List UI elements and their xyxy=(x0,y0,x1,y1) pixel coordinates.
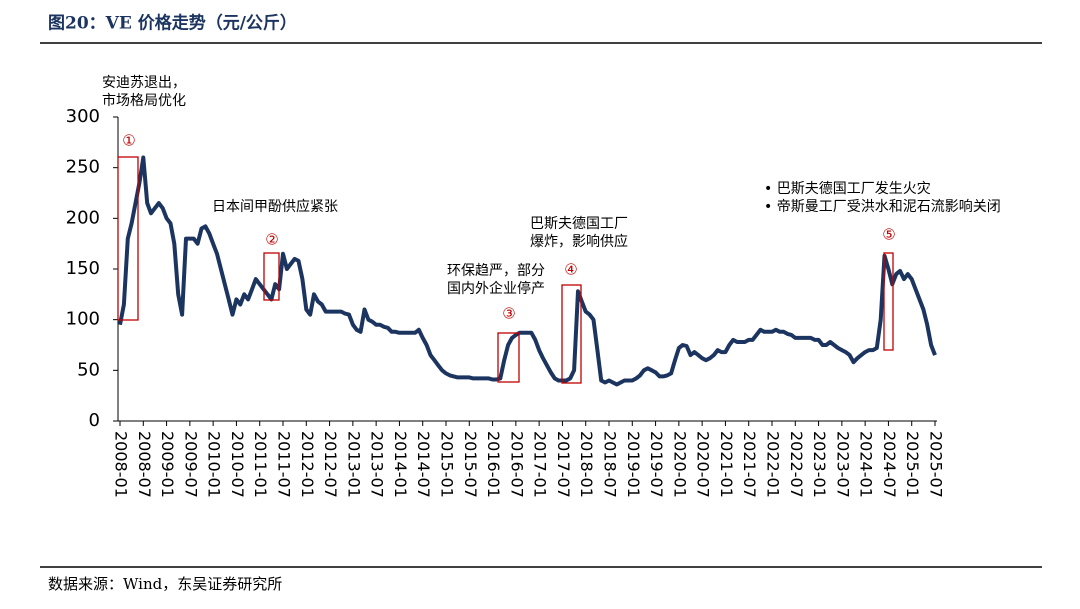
x-tick-label: 2010-01 xyxy=(205,431,224,498)
annotation-marker: ② xyxy=(265,231,278,249)
highlight-box xyxy=(117,156,139,321)
x-tick-label: 2024-07 xyxy=(880,431,899,498)
annotation-marker: ④ xyxy=(564,261,577,279)
annotation-marker: ① xyxy=(122,132,135,150)
x-tick-label: 2015-07 xyxy=(461,431,480,498)
x-tick-label: 2015-01 xyxy=(438,431,457,498)
annotation-text: 安迪苏退出， xyxy=(102,75,186,91)
x-tick-label: 2021-01 xyxy=(717,431,736,498)
x-tick-label: 2011-01 xyxy=(251,431,270,498)
y-tick-label: 200 xyxy=(66,207,100,228)
x-tick-label: 2019-07 xyxy=(647,431,666,498)
x-tick-label: 2014-01 xyxy=(391,431,410,498)
x-tick-label: 2009-01 xyxy=(158,431,177,498)
chart-title: 图20：VE 价格走势（元/公斤） xyxy=(48,13,297,34)
x-tick-label: 2016-01 xyxy=(484,431,503,498)
x-tick-label: 2008-07 xyxy=(135,431,154,498)
annotation-marker: ③ xyxy=(502,305,515,323)
x-tick-label: 2025-07 xyxy=(927,431,946,498)
x-tick-label: 2023-07 xyxy=(833,431,852,498)
highlight-box xyxy=(497,332,520,383)
y-tick-label: 0 xyxy=(89,410,100,431)
y-tick-label: 50 xyxy=(77,359,100,380)
annotation-text: • 帝斯曼工厂受洪水和泥石流影响关闭 xyxy=(764,199,1001,215)
x-tick-label: 2009-07 xyxy=(181,431,200,498)
x-tick-label: 2024-01 xyxy=(857,431,876,498)
annotation-text: 环保趋严，部分 xyxy=(447,263,545,279)
source-note: 数据来源：Wind，东吴证券研究所 xyxy=(48,575,282,593)
y-tick-label: 100 xyxy=(66,309,100,330)
annotation-text: • 巴斯夫德国工厂发生火灾 xyxy=(764,180,931,197)
x-tick-label: 2012-01 xyxy=(298,431,317,498)
x-tick-label: 2025-01 xyxy=(903,431,922,498)
x-tick-label: 2013-01 xyxy=(344,431,363,498)
annotation-text: 爆炸，影响供应 xyxy=(530,233,628,250)
y-tick-label: 250 xyxy=(66,157,100,178)
x-tick-label: 2008-01 xyxy=(112,431,131,498)
x-tick-label: 2018-07 xyxy=(601,431,620,498)
x-tick-label: 2010-07 xyxy=(228,431,247,498)
x-tick-label: 2021-07 xyxy=(740,431,759,498)
x-tick-label: 2014-07 xyxy=(414,431,433,498)
x-tick-label: 2018-01 xyxy=(577,431,596,498)
x-tick-label: 2023-01 xyxy=(810,431,829,498)
x-tick-label: 2012-07 xyxy=(321,431,340,498)
x-tick-label: 2017-07 xyxy=(554,431,573,498)
x-tick-label: 2013-07 xyxy=(368,431,387,498)
highlight-box xyxy=(263,252,280,301)
x-tick-label: 2011-07 xyxy=(275,431,294,498)
x-tick-label: 2019-01 xyxy=(624,431,643,498)
highlight-box xyxy=(561,284,582,384)
annotation-marker: ⑤ xyxy=(882,226,895,244)
y-tick-label: 150 xyxy=(66,258,100,279)
y-tick-label: 300 xyxy=(66,106,100,127)
price-line xyxy=(118,155,937,387)
annotation-text: 巴斯夫德国工厂 xyxy=(530,216,628,232)
annotation-text: 市场格局优化 xyxy=(102,92,186,109)
x-tick-label: 2022-07 xyxy=(787,431,806,498)
x-tick-label: 2020-01 xyxy=(670,431,689,498)
highlight-box xyxy=(883,252,894,351)
x-tick-label: 2020-07 xyxy=(694,431,713,498)
annotation-text: 国内外企业停产 xyxy=(447,280,545,297)
x-tick-label: 2017-01 xyxy=(531,431,550,498)
x-tick-label: 2022-01 xyxy=(764,431,783,498)
x-tick-label: 2016-07 xyxy=(507,431,526,498)
annotation-text: 日本间甲酚供应紧张 xyxy=(212,198,338,215)
